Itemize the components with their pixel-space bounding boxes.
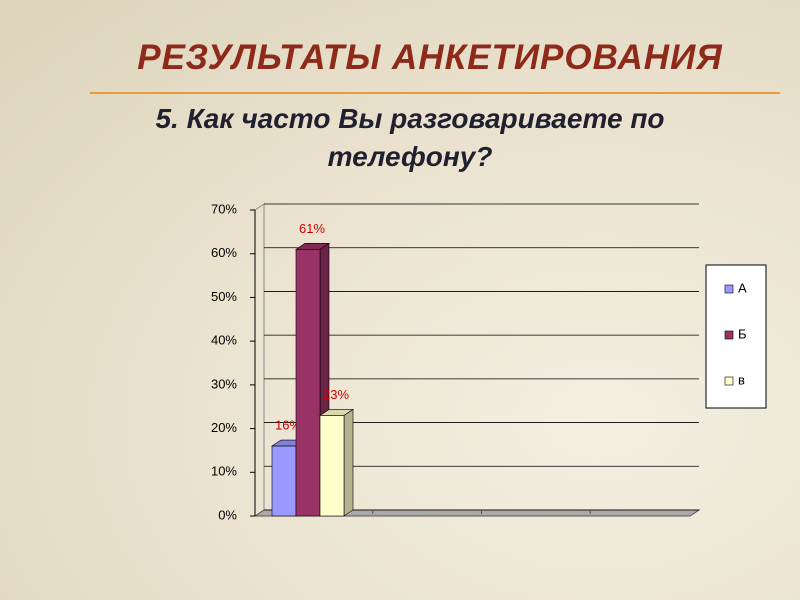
legend-box: [705, 264, 767, 409]
y-tick-label: 70%: [211, 201, 237, 216]
value-label: 23%: [323, 387, 349, 402]
y-tick-label: 50%: [211, 289, 237, 304]
legend-swatch: [724, 284, 734, 294]
bar: [295, 249, 321, 517]
y-tick-label: 10%: [211, 464, 237, 479]
y-tick-label: 0%: [218, 507, 237, 522]
title-rule: [90, 92, 780, 94]
value-label: 16%: [275, 417, 301, 432]
bar: [319, 415, 345, 517]
legend-swatch: [724, 376, 734, 386]
y-tick-label: 40%: [211, 333, 237, 348]
legend-swatch: [724, 330, 734, 340]
legend-label: Б: [738, 326, 747, 341]
value-label: 61%: [299, 221, 325, 236]
bar: [271, 445, 297, 517]
y-tick-label: 30%: [211, 376, 237, 391]
legend-label: в: [738, 372, 745, 387]
slide-subtitle: 5. Как часто Вы разговариваете по телефо…: [155, 103, 665, 172]
back-wall: [254, 203, 265, 517]
y-tick-label: 20%: [211, 420, 237, 435]
y-tick-label: 60%: [211, 245, 237, 260]
bar-side: [343, 408, 354, 517]
legend-label: А: [738, 280, 747, 295]
slide-title: РЕЗУЛЬТАТЫ АНКЕТИРОВАНИЯ: [137, 38, 723, 77]
